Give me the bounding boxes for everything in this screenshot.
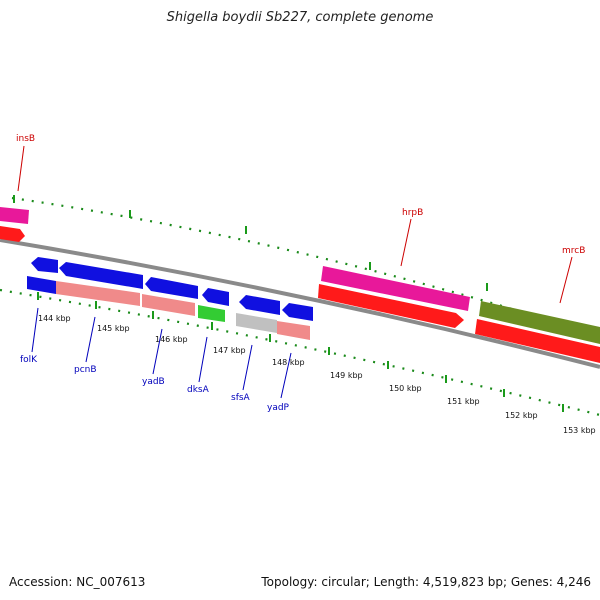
tick-label: 148 kbp (272, 358, 305, 367)
gene-dksA-arrow[interactable] (202, 288, 229, 306)
cds-yadP-block[interactable] (277, 321, 310, 340)
gene-yadB-arrow[interactable] (145, 277, 198, 299)
label-sfsA: sfsA (231, 393, 251, 403)
cds-insB-arrow[interactable] (0, 226, 25, 242)
gene-yadP-arrow[interactable] (282, 303, 313, 321)
label-yadP: yadP (267, 403, 290, 413)
bottom-leader-lines (31, 307, 292, 399)
genome-stats-label: Topology: circular; Length: 4,519,823 bp… (261, 575, 591, 589)
cds-mrcB-block[interactable] (475, 319, 600, 363)
gene-sfsA-arrow[interactable] (239, 295, 280, 315)
tick-labels: 144 kbp 145 kbp 146 kbp 147 kbp 148 kbp … (38, 314, 596, 435)
gene-pcnB-arrow[interactable] (59, 262, 143, 289)
label-dksA: dksA (187, 385, 210, 395)
top-gene-labels: insB hrpB mrcB (16, 134, 585, 256)
map-title: Shigella boydii Sb227, complete genome (166, 10, 434, 25)
tick-label: 146 kbp (155, 335, 188, 344)
gene-folK-arrow[interactable] (31, 257, 58, 273)
tick-label: 144 kbp (38, 314, 71, 323)
gene-insB-block[interactable] (0, 207, 29, 224)
cds-yadB-block[interactable] (142, 294, 195, 316)
label-pcnB: pcnB (74, 365, 97, 375)
forward-features-left (0, 207, 29, 242)
tick-label: 152 kbp (505, 411, 538, 420)
gene-mrcB-block[interactable] (479, 301, 600, 344)
accession-label: Accession: NC_007613 (9, 575, 146, 589)
label-folK: folK (20, 355, 38, 365)
genome-backbone (0, 238, 600, 369)
reverse-features (27, 257, 313, 340)
bottom-gene-labels: folK pcnB yadB dksA sfsA yadP (20, 355, 290, 413)
forward-features-right (318, 266, 600, 363)
label-yadB: yadB (142, 377, 165, 387)
cds-sfsA-block[interactable] (236, 313, 277, 333)
tick-label: 149 kbp (330, 371, 363, 380)
label-mrcB: mrcB (562, 246, 585, 256)
cds-hrpB-arrow[interactable] (318, 284, 464, 328)
major-ticks (37, 292, 564, 412)
tick-label: 147 kbp (213, 346, 246, 355)
label-hrpB: hrpB (402, 208, 423, 218)
tick-label: 153 kbp (563, 426, 596, 435)
label-insB: insB (16, 134, 35, 144)
cds-pcnB-block[interactable] (56, 281, 140, 306)
tick-label: 151 kbp (447, 397, 480, 406)
top-leader-lines (17, 145, 573, 304)
outer-tick-ring (11, 196, 600, 338)
gene-hrpB-block[interactable] (321, 266, 470, 311)
tick-label: 150 kbp (389, 384, 422, 393)
cds-dksA-block[interactable] (198, 305, 225, 322)
tick-label: 145 kbp (97, 324, 130, 333)
cds-folK-block[interactable] (27, 276, 56, 294)
